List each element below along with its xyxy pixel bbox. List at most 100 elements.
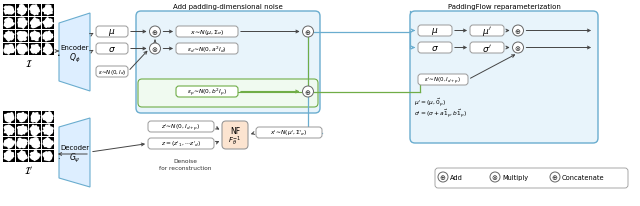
FancyBboxPatch shape bbox=[470, 43, 504, 54]
Bar bbox=[3, 111, 15, 123]
Bar bbox=[29, 5, 41, 17]
Circle shape bbox=[150, 44, 161, 55]
Polygon shape bbox=[4, 7, 14, 15]
Circle shape bbox=[150, 27, 161, 38]
FancyBboxPatch shape bbox=[418, 75, 468, 85]
Text: PaddingFlow reparameterization: PaddingFlow reparameterization bbox=[447, 4, 561, 10]
Bar bbox=[29, 44, 41, 56]
Polygon shape bbox=[43, 112, 53, 123]
Bar bbox=[3, 5, 15, 17]
Polygon shape bbox=[4, 45, 14, 55]
Bar bbox=[16, 31, 28, 43]
Bar bbox=[29, 137, 41, 149]
Text: Encoder: Encoder bbox=[60, 45, 89, 51]
Polygon shape bbox=[17, 126, 27, 135]
Text: $.$: $.$ bbox=[57, 152, 61, 161]
Text: $\mu$: $\mu$ bbox=[431, 26, 439, 37]
Text: $\varepsilon_d\!\sim\!N(0,a^2I_d)$: $\varepsilon_d\!\sim\!N(0,a^2I_d)$ bbox=[188, 44, 227, 54]
Circle shape bbox=[303, 27, 314, 38]
FancyBboxPatch shape bbox=[470, 26, 504, 37]
Polygon shape bbox=[31, 19, 40, 29]
FancyBboxPatch shape bbox=[176, 27, 238, 38]
Text: $\mu$: $\mu$ bbox=[108, 27, 116, 38]
Polygon shape bbox=[17, 139, 27, 148]
Bar bbox=[3, 137, 15, 149]
Bar bbox=[42, 137, 54, 149]
Bar bbox=[3, 44, 15, 56]
Text: $\mathcal{I}'$: $\mathcal{I}'$ bbox=[24, 164, 34, 176]
FancyBboxPatch shape bbox=[418, 43, 452, 54]
Text: NF: NF bbox=[230, 127, 240, 136]
FancyBboxPatch shape bbox=[96, 67, 128, 78]
Text: $\oplus$: $\oplus$ bbox=[515, 27, 522, 36]
FancyBboxPatch shape bbox=[96, 44, 128, 55]
Text: Add padding-dimensional noise: Add padding-dimensional noise bbox=[173, 4, 283, 10]
Bar bbox=[16, 137, 28, 149]
Polygon shape bbox=[59, 118, 90, 187]
Text: $\sigma'$: $\sigma'$ bbox=[482, 43, 492, 54]
Polygon shape bbox=[43, 152, 52, 161]
Text: $\cdot$: $\cdot$ bbox=[56, 49, 60, 59]
Bar bbox=[16, 5, 28, 17]
Bar bbox=[29, 150, 41, 162]
Polygon shape bbox=[4, 151, 14, 161]
Text: $\oplus$: $\oplus$ bbox=[552, 173, 559, 182]
Text: $F_\theta^{-1}$: $F_\theta^{-1}$ bbox=[228, 134, 242, 147]
Polygon shape bbox=[17, 45, 27, 55]
Text: $\varepsilon'\!\sim\!N(0,I_{d+p})$: $\varepsilon'\!\sim\!N(0,I_{d+p})$ bbox=[424, 75, 461, 85]
Polygon shape bbox=[17, 113, 27, 122]
Text: $\mathcal{I}$: $\mathcal{I}$ bbox=[25, 58, 33, 69]
FancyBboxPatch shape bbox=[136, 12, 320, 114]
Polygon shape bbox=[29, 6, 39, 16]
FancyBboxPatch shape bbox=[256, 127, 322, 138]
Polygon shape bbox=[17, 6, 27, 16]
Bar bbox=[42, 150, 54, 162]
Text: $\otimes$: $\otimes$ bbox=[515, 44, 522, 53]
Text: $\otimes$: $\otimes$ bbox=[492, 173, 499, 182]
Polygon shape bbox=[31, 32, 40, 41]
Text: $\oplus$: $\oplus$ bbox=[152, 28, 159, 37]
FancyBboxPatch shape bbox=[148, 121, 214, 132]
Bar bbox=[42, 111, 54, 123]
Polygon shape bbox=[18, 151, 27, 161]
FancyBboxPatch shape bbox=[148, 138, 214, 149]
Bar bbox=[3, 150, 15, 162]
Polygon shape bbox=[30, 151, 40, 161]
Bar bbox=[29, 31, 41, 43]
Bar bbox=[42, 44, 54, 56]
Polygon shape bbox=[4, 139, 15, 149]
Bar bbox=[42, 31, 54, 43]
FancyBboxPatch shape bbox=[435, 168, 628, 188]
Text: $Q_\phi$: $Q_\phi$ bbox=[69, 51, 80, 64]
Polygon shape bbox=[4, 126, 14, 136]
Polygon shape bbox=[4, 19, 14, 28]
Polygon shape bbox=[30, 45, 40, 54]
Polygon shape bbox=[44, 45, 52, 55]
Polygon shape bbox=[18, 19, 27, 29]
Circle shape bbox=[513, 26, 524, 37]
FancyBboxPatch shape bbox=[138, 80, 318, 108]
Text: $\sigma'=(\sigma+a\vec{1}_p, b\vec{1}_p)$: $\sigma'=(\sigma+a\vec{1}_p, b\vec{1}_p)… bbox=[414, 108, 467, 120]
Circle shape bbox=[490, 172, 500, 182]
Bar bbox=[16, 44, 28, 56]
Text: Decoder: Decoder bbox=[60, 145, 89, 151]
Text: Concatenate: Concatenate bbox=[562, 174, 605, 180]
Text: Add: Add bbox=[450, 174, 463, 180]
Bar bbox=[3, 124, 15, 136]
Bar bbox=[29, 124, 41, 136]
Bar bbox=[42, 5, 54, 17]
Text: $\oplus$: $\oplus$ bbox=[305, 88, 312, 97]
Text: Denoise
for reconstruction: Denoise for reconstruction bbox=[159, 158, 211, 170]
Circle shape bbox=[438, 172, 448, 182]
Bar bbox=[29, 111, 41, 123]
FancyBboxPatch shape bbox=[176, 87, 238, 97]
Polygon shape bbox=[4, 113, 13, 123]
Bar bbox=[16, 150, 28, 162]
Polygon shape bbox=[59, 14, 90, 91]
Text: $\oplus$: $\oplus$ bbox=[305, 28, 312, 37]
Text: Multiply: Multiply bbox=[502, 174, 528, 180]
Circle shape bbox=[513, 43, 524, 54]
FancyBboxPatch shape bbox=[222, 121, 248, 149]
Bar bbox=[42, 18, 54, 30]
Text: $\varepsilon_p\!\sim\!N(0,b^2I_p)$: $\varepsilon_p\!\sim\!N(0,b^2I_p)$ bbox=[187, 86, 227, 98]
